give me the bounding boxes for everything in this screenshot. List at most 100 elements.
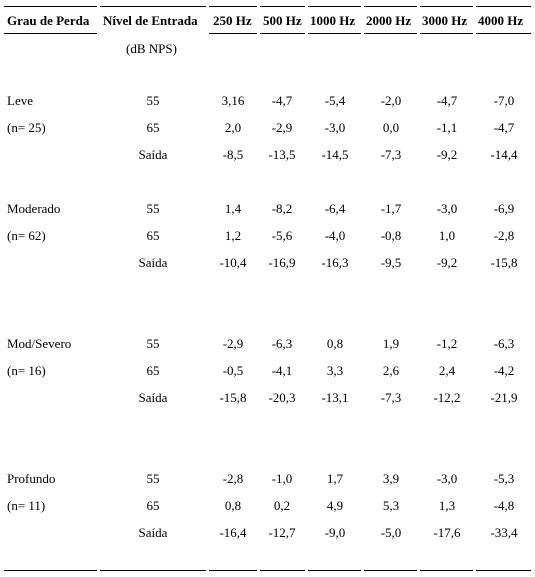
header-rule: [364, 33, 417, 34]
group-name: Leve: [7, 93, 33, 108]
value-cell: -21,9: [490, 390, 518, 405]
value-cell: -6,3: [271, 336, 293, 351]
value-cell: 2,4: [438, 363, 456, 378]
value-cell: -9,5: [380, 255, 402, 270]
value-cell: 1,9: [382, 336, 400, 351]
nivel-cell: Saída: [138, 525, 168, 540]
nivel-cell: 55: [146, 336, 160, 351]
value-cell: -15,8: [490, 255, 518, 270]
value-cell: -4,7: [436, 93, 458, 108]
nivel-cell: 55: [146, 201, 160, 216]
nivel-cell: Saída: [138, 255, 168, 270]
value-cell: -4,7: [271, 93, 293, 108]
bottom-rule: [260, 570, 305, 571]
value-cell: -2,9: [271, 120, 293, 135]
value-cell: 1,2: [224, 228, 242, 243]
bottom-rule: [420, 570, 473, 571]
value-cell: -4,7: [493, 120, 515, 135]
value-cell: -6,3: [493, 336, 515, 351]
value-cell: 0,0: [382, 120, 400, 135]
value-cell: -14,4: [490, 147, 518, 162]
value-cell: -9,2: [436, 255, 458, 270]
value-cell: -1,2: [436, 336, 458, 351]
nivel-cell: Saída: [138, 390, 168, 405]
header-rule: [308, 33, 361, 34]
value-cell: -2,8: [493, 228, 515, 243]
header-nivel-unit: (dB NPS): [126, 41, 177, 56]
group-count: (n= 62): [7, 228, 46, 243]
value-cell: -4,2: [493, 363, 515, 378]
value-cell: -3,0: [436, 471, 458, 486]
value-cell: -20,3: [268, 390, 296, 405]
header-3000hz: 3000 Hz: [422, 13, 468, 28]
top-rule: [260, 6, 305, 7]
value-cell: -14,5: [321, 147, 349, 162]
header-rule: [260, 33, 305, 34]
value-cell: -1,1: [436, 120, 458, 135]
value-cell: -5,6: [271, 228, 293, 243]
value-cell: -5,4: [324, 93, 346, 108]
nivel-cell: Saída: [138, 147, 168, 162]
header-2000hz: 2000 Hz: [366, 13, 412, 28]
value-cell: -0,8: [380, 228, 402, 243]
top-rule: [4, 6, 97, 7]
value-cell: 4,9: [326, 498, 344, 513]
value-cell: -16,9: [268, 255, 296, 270]
value-cell: 1,3: [438, 498, 456, 513]
value-cell: -2,8: [222, 471, 244, 486]
header-rule: [4, 33, 97, 34]
value-cell: 2,6: [382, 363, 400, 378]
nivel-cell: 55: [146, 471, 160, 486]
top-rule: [308, 6, 361, 7]
value-cell: -6,9: [493, 201, 515, 216]
value-cell: -4,1: [271, 363, 293, 378]
value-cell: -13,1: [321, 390, 349, 405]
value-cell: -9,0: [324, 525, 346, 540]
value-cell: 0,2: [273, 498, 291, 513]
header-nivel: Nível de Entrada: [103, 13, 198, 28]
value-cell: -13,5: [268, 147, 296, 162]
value-cell: 1,4: [224, 201, 242, 216]
value-cell: -0,5: [222, 363, 244, 378]
nivel-cell: 55: [146, 93, 160, 108]
bottom-rule: [308, 570, 361, 571]
value-cell: -16,3: [321, 255, 349, 270]
value-cell: 2,0: [224, 120, 242, 135]
top-rule: [209, 6, 257, 7]
value-cell: -8,2: [271, 201, 293, 216]
value-cell: -10,4: [219, 255, 247, 270]
group-count: (n= 11): [7, 498, 46, 513]
bottom-rule: [4, 570, 97, 571]
value-cell: -1,7: [380, 201, 402, 216]
header-250hz: 250 Hz: [213, 13, 252, 28]
group-name: Profundo: [7, 471, 56, 486]
value-cell: -8,5: [222, 147, 244, 162]
nivel-cell: 65: [146, 498, 160, 513]
value-cell: -4,0: [324, 228, 346, 243]
value-cell: 1,7: [326, 471, 344, 486]
header-1000hz: 1000 Hz: [310, 13, 356, 28]
header-500hz: 500 Hz: [263, 13, 302, 28]
group-count: (n= 25): [7, 120, 46, 135]
top-rule: [476, 6, 531, 7]
value-cell: -3,0: [436, 201, 458, 216]
value-cell: 3,9: [382, 471, 400, 486]
value-cell: -15,8: [219, 390, 247, 405]
bottom-rule: [476, 570, 531, 571]
bottom-rule: [209, 570, 257, 571]
header-rule: [209, 33, 257, 34]
value-cell: -4,8: [493, 498, 515, 513]
value-cell: 3,3: [326, 363, 344, 378]
value-cell: -6,4: [324, 201, 346, 216]
top-rule: [100, 6, 206, 7]
header-grau: Grau de Perda: [7, 13, 90, 28]
header-rule: [420, 33, 473, 34]
header-4000hz: 4000 Hz: [478, 13, 524, 28]
bottom-rule: [364, 570, 417, 571]
nivel-cell: 65: [146, 363, 160, 378]
value-cell: -12,2: [433, 390, 461, 405]
value-cell: -3,0: [324, 120, 346, 135]
value-cell: -5,3: [493, 471, 515, 486]
value-cell: -5,0: [380, 525, 402, 540]
